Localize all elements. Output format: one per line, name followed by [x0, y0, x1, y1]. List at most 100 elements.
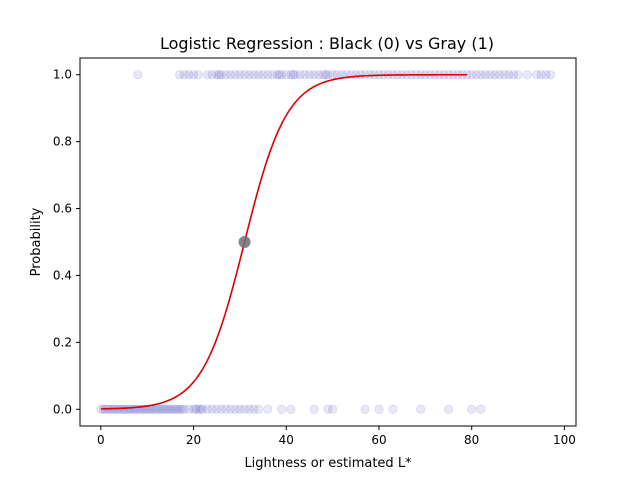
scatter-point: [170, 404, 180, 414]
scatter-point: [277, 404, 287, 414]
scatter-point: [309, 70, 319, 80]
logistic-curve: [100, 73, 468, 410]
scatter-point: [142, 404, 152, 414]
x-tick-label: 0: [97, 433, 105, 447]
scatter-point: [541, 70, 551, 80]
scatter-point: [179, 404, 189, 414]
scatter-point: [216, 70, 226, 80]
scatter-point: [212, 70, 222, 80]
scatter-point: [522, 70, 532, 80]
scatter-point: [175, 70, 185, 80]
scatter-point: [175, 404, 185, 414]
scatter-point: [388, 404, 398, 414]
scatter-point: [263, 404, 273, 414]
y-tick-label: 0.2: [53, 335, 72, 349]
y-tick-label: 0.4: [53, 268, 72, 282]
scatter-point: [221, 404, 231, 414]
chart-title: Logistic Regression : Black (0) vs Gray …: [160, 34, 494, 53]
scatter-point: [193, 404, 203, 414]
scatter-point: [253, 70, 264, 80]
scatter-point: [481, 70, 491, 80]
scatter-point: [471, 70, 481, 80]
scatter-point: [133, 70, 143, 80]
scatter-point: [545, 70, 556, 80]
scatter-point: [193, 70, 203, 80]
scatter-point: [207, 70, 217, 80]
scatter-point: [274, 70, 284, 80]
scatter-point: [177, 404, 187, 414]
plot-marks: [96, 70, 556, 414]
scatter-point: [161, 404, 171, 414]
scatter-point: [184, 70, 194, 80]
scatter-point: [172, 404, 182, 414]
scatter-point: [119, 404, 129, 414]
scatter-point: [277, 70, 287, 80]
scatter-point: [195, 404, 206, 414]
scatter-point: [151, 404, 162, 414]
x-tick-label: 60: [371, 433, 386, 447]
scatter-point: [443, 404, 454, 414]
scatter-point: [318, 70, 328, 80]
scatter-point: [323, 70, 333, 80]
scatter-point: [290, 70, 301, 80]
scatter-point: [337, 70, 347, 80]
scatter-point: [226, 70, 236, 80]
x-tick-label: 80: [464, 433, 479, 447]
scatter-point: [165, 404, 175, 414]
scatter-point: [239, 70, 250, 80]
scatter-point: [244, 70, 254, 80]
scatter-point: [286, 70, 296, 80]
scatter-point: [504, 70, 514, 80]
scatter-point: [158, 404, 169, 414]
scatter-point: [323, 404, 333, 414]
scatter-point: [536, 70, 546, 80]
scatter-point: [321, 70, 331, 80]
y-axis-label: Probability: [29, 207, 44, 276]
scatter-point: [216, 404, 226, 414]
scatter-point: [467, 70, 477, 80]
scatter-point: [212, 404, 222, 414]
scatter-point: [235, 70, 245, 80]
scatter-point: [476, 70, 486, 80]
scatter-point: [485, 70, 495, 80]
scatter-point: [288, 70, 298, 80]
scatter-point: [156, 404, 166, 414]
scatter-point: [249, 70, 259, 80]
scatter-point: [226, 404, 236, 414]
scatter-point: [253, 404, 264, 414]
scatter-point: [304, 70, 315, 80]
midpoint-marker: [238, 236, 251, 248]
scatter-point: [286, 404, 296, 414]
scatter-point: [230, 404, 240, 414]
scatter-point: [207, 404, 217, 414]
scatter-point: [249, 404, 259, 414]
scatter-point: [198, 404, 208, 414]
scatter-point: [416, 404, 426, 414]
scatter-point: [168, 404, 178, 414]
y-tick-label: 0.0: [53, 402, 72, 416]
scatter-point: [490, 70, 500, 80]
scatter-point: [235, 404, 245, 414]
scatter-point: [202, 70, 213, 80]
y-tick-label: 0.6: [53, 202, 72, 216]
scatter-point: [263, 70, 273, 80]
scatter-point: [239, 404, 250, 414]
scatter-point: [467, 404, 477, 414]
x-tick-label: 20: [186, 433, 201, 447]
axes: 0 20 40 60 80 100 0.0 0.2 0.4 0.6 0.8 1.0: [53, 68, 576, 447]
scatter-point: [314, 70, 324, 80]
scatter-point: [202, 404, 213, 414]
scatter-point: [295, 70, 305, 80]
y-tick-label: 1.0: [53, 68, 72, 82]
scatter-point: [531, 70, 542, 80]
scatter-point: [328, 70, 338, 80]
scatter-point: [258, 70, 268, 80]
scatter-point: [191, 404, 201, 414]
scatter-point: [499, 70, 509, 80]
scatter-point: [300, 70, 310, 80]
scatter-point: [360, 70, 370, 80]
scatter-point: [360, 404, 370, 414]
scatter-point: [508, 70, 519, 80]
scatter-point: [244, 404, 254, 414]
